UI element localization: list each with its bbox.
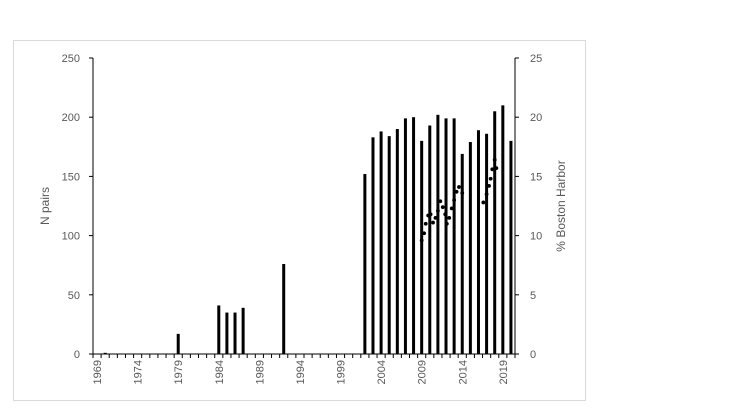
x-tick-label: 1974 [133, 360, 145, 384]
scatter-point-3 [423, 221, 428, 226]
bar-1992 [282, 264, 286, 354]
scatter-point-14 [449, 206, 454, 211]
scatter-point-24 [492, 157, 497, 162]
bar-2015 [468, 142, 472, 354]
bar-1987 [241, 307, 245, 354]
y-left-tick-label: 50 [68, 290, 80, 302]
scatter-point-6 [431, 220, 435, 225]
bar-2013 [452, 118, 456, 354]
bar-2002 [363, 174, 367, 354]
x-tick-label: 1989 [254, 360, 266, 384]
scatter-point-13 [447, 215, 452, 220]
bar-2005 [387, 136, 391, 354]
scatter-point-17 [457, 185, 461, 189]
scatter-point-8 [436, 208, 440, 213]
x-tick-label: 2019 [498, 360, 510, 384]
bars-layer [103, 105, 513, 355]
scatter-point-22 [488, 176, 493, 181]
y-left-tick-label: 250 [62, 53, 80, 65]
y-right-tick-label: 25 [530, 53, 542, 65]
y-right-tick-label: 20 [530, 112, 542, 124]
x-tick-label: 2009 [417, 360, 429, 384]
y-right-tick-label: 0 [530, 349, 536, 361]
scatter-point-16 [454, 189, 459, 194]
bar-2004 [379, 131, 383, 354]
bar-2010 [428, 125, 432, 355]
bar-1984 [217, 305, 221, 354]
bar-2014 [460, 153, 464, 354]
scatter-point-20 [484, 192, 489, 197]
bar-1985 [225, 312, 229, 354]
scatter-point-5 [428, 212, 433, 217]
bar-2007 [403, 118, 407, 354]
scatter-point-15 [452, 198, 457, 202]
y-left-tick-label: 200 [62, 112, 80, 124]
bar-2012 [444, 118, 448, 354]
bar-2020 [509, 140, 513, 354]
scatter-point-23 [490, 167, 495, 172]
x-tick-label: 1969 [92, 360, 104, 384]
scatter-point-9 [438, 199, 443, 204]
scatter-point-21 [487, 183, 491, 188]
x-tick-label: 2014 [457, 360, 469, 384]
bar-2009 [420, 140, 424, 354]
axes-layer [89, 57, 519, 358]
x-tick-label: 1984 [214, 360, 226, 384]
y-right-tick-label: 15 [530, 171, 542, 183]
scatter-point-12 [444, 221, 449, 226]
scatter-point-10 [440, 205, 445, 210]
scatter-point-7 [433, 215, 438, 220]
bar-2018 [493, 111, 497, 354]
y-left-tick-label: 100 [62, 231, 80, 243]
bar-2006 [395, 129, 399, 354]
scatter-point-11 [443, 212, 448, 217]
scatter-point-25 [494, 166, 499, 171]
bar-2016 [476, 130, 480, 354]
bar-2017 [485, 133, 489, 354]
points-layer [419, 157, 499, 243]
y-left-axis-title: N pairs [38, 187, 52, 225]
x-tick-label: 2004 [376, 360, 388, 384]
bar-2011 [436, 114, 440, 354]
y-right-axis-title: % Boston Harbor [554, 160, 568, 251]
x-tick-label: 1979 [173, 360, 185, 384]
tick-labels-layer: 0 50 100 150 200 250 0 5 10 15 20 25 1969 1974 1979 198… [62, 53, 543, 384]
scatter-point-18 [460, 191, 465, 195]
scatter-point-19 [481, 200, 486, 205]
y-right-tick-label: 5 [530, 290, 536, 302]
bar-2019 [501, 105, 505, 354]
x-tick-label: 1994 [295, 360, 307, 384]
bar-1986 [233, 312, 237, 354]
bar-1979 [176, 333, 180, 354]
scatter-point-2 [422, 231, 427, 236]
bar-2008 [412, 117, 416, 354]
y-right-tick-label: 10 [530, 231, 542, 243]
x-tick-label: 1999 [336, 360, 348, 384]
bar-1970 [103, 352, 107, 354]
bar-2003 [371, 137, 375, 354]
y-left-tick-label: 150 [62, 171, 80, 183]
scatter-point-1 [419, 238, 424, 243]
y-left-tick-label: 0 [74, 349, 80, 361]
chart-area [13, 40, 586, 401]
